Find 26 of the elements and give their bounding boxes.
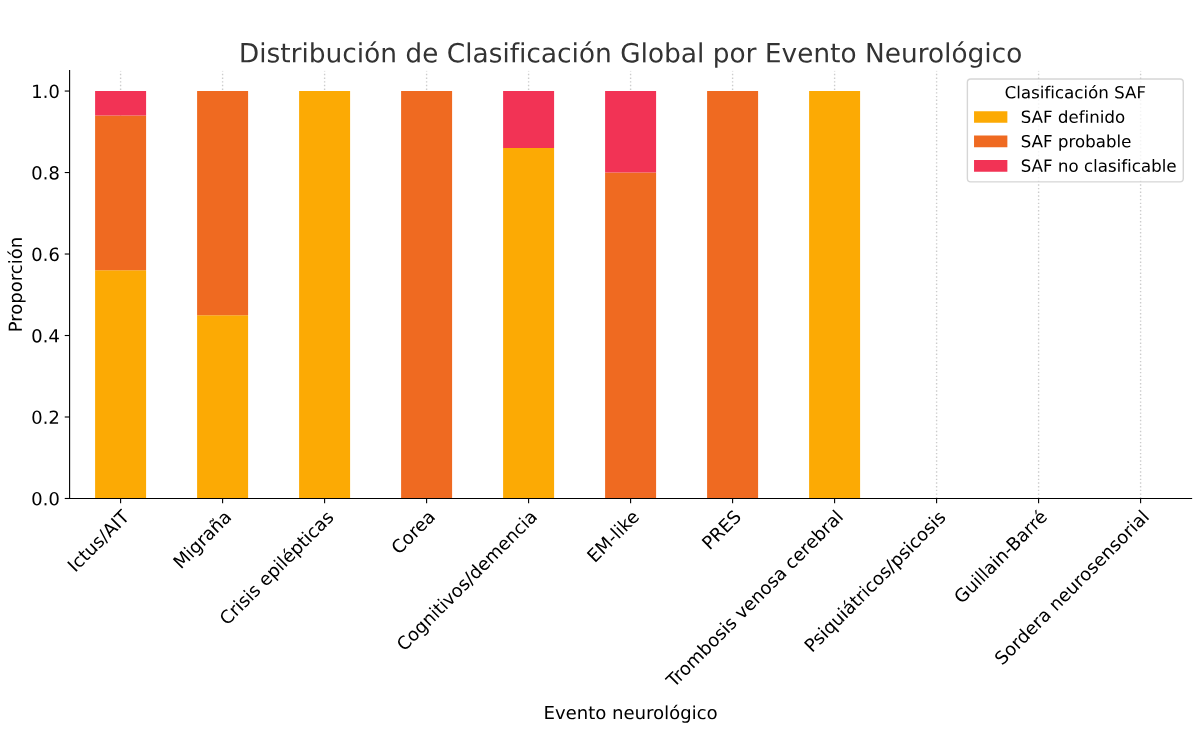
bar [809,91,861,499]
y-axis-title: Proporción [7,238,26,331]
legend-label: SAF definido [1021,110,1125,124]
bar [197,91,249,316]
bar [95,115,147,271]
y-tick-label: 0.2 [32,410,59,425]
bar [503,91,555,149]
bar [503,148,555,499]
bar [605,91,657,173]
y-tick-label: 1.0 [33,84,59,99]
bar [95,91,147,116]
bar [605,172,657,499]
y-tick-label: 0.8 [32,166,59,180]
bar [299,91,351,499]
y-tick-label: 0.4 [32,328,59,343]
legend-label: SAF probable [1021,134,1131,151]
chart-title: Distribución de Clasificación Global por Evento Neurológico [241,41,1021,68]
y-tick-label: 0.6 [32,247,59,262]
y-tick-label: 0.0 [32,491,59,506]
bar [95,270,147,499]
legend-title: Clasificación SAF [1005,85,1146,99]
bar [707,91,759,499]
bar [401,91,453,499]
legend-label: SAF no clasificable [1021,159,1176,172]
bar [197,315,249,499]
x-axis-title: Evento neurológico [545,704,717,723]
